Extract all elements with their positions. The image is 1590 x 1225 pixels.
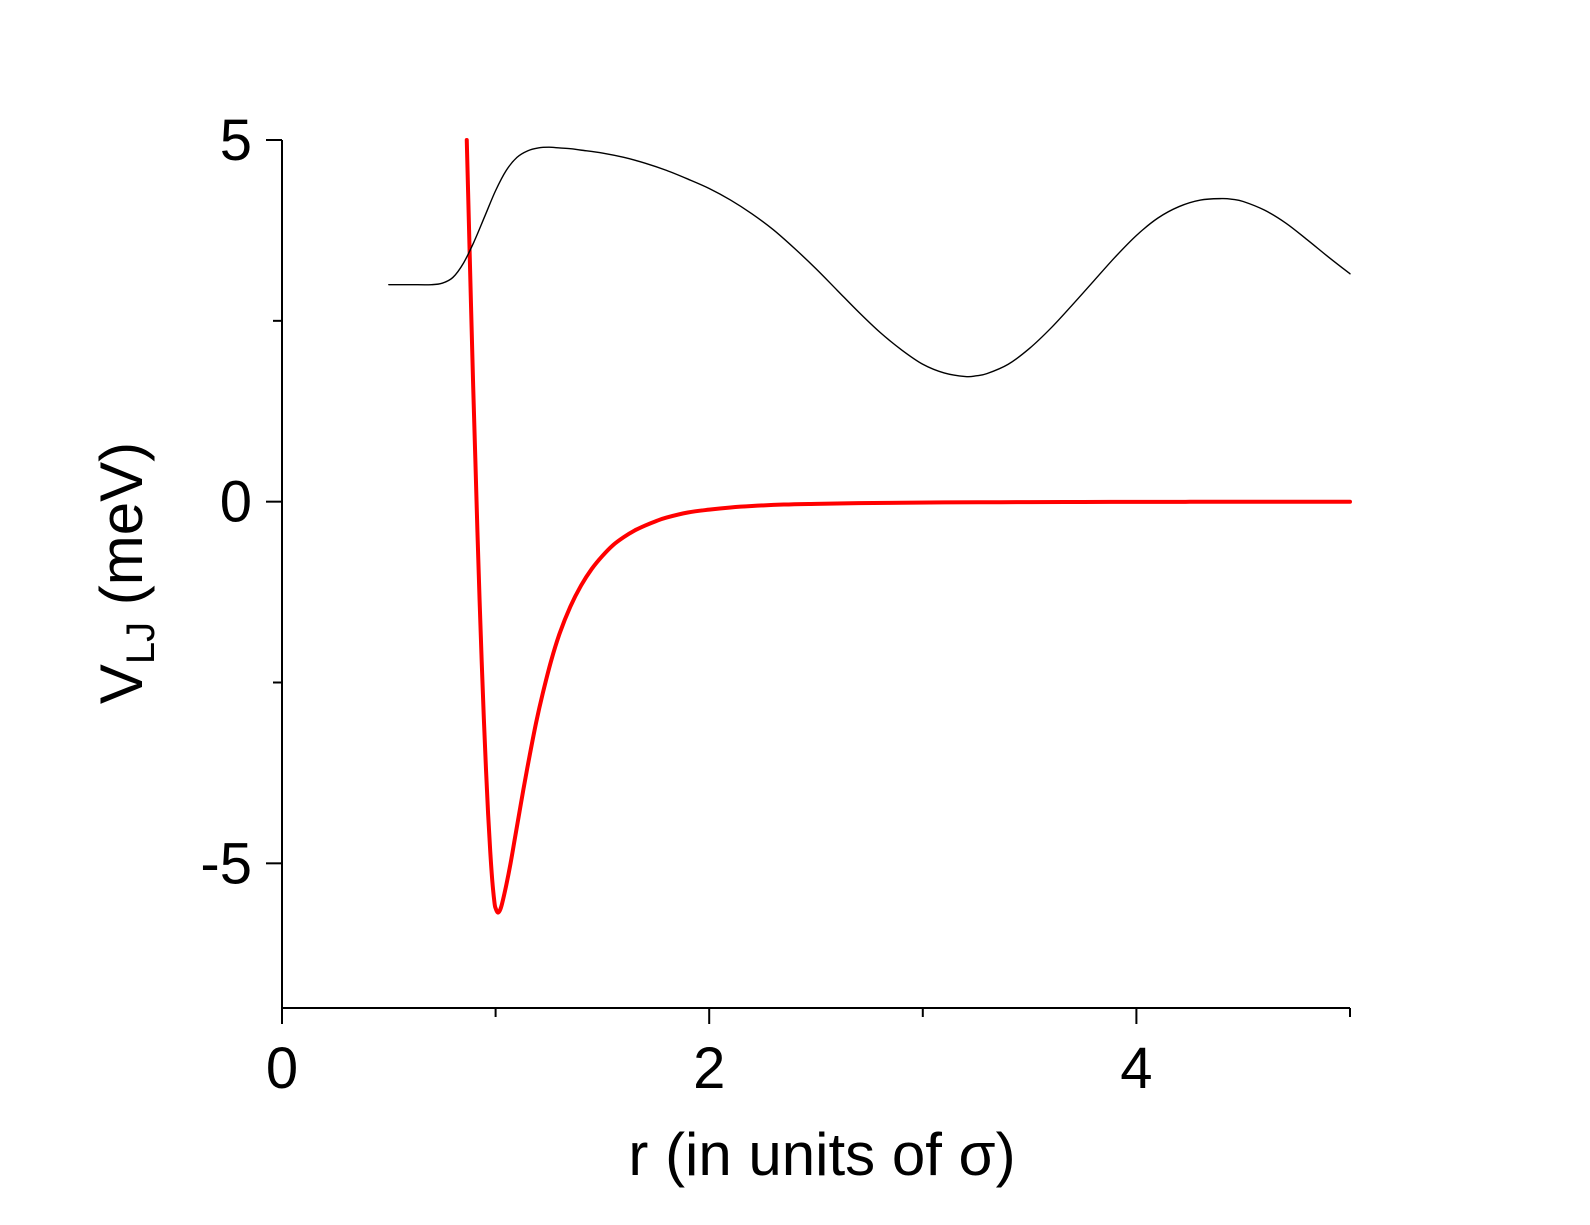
y-axis-title: VLJ (meV) bbox=[88, 442, 163, 704]
series-line-0 bbox=[464, 138, 1352, 915]
plot-curves bbox=[388, 138, 1352, 915]
ticks bbox=[266, 139, 1351, 1024]
x-tick-label-2: 4 bbox=[1120, 1036, 1152, 1101]
y-tick-label-2: 5 bbox=[220, 108, 252, 173]
x-tick-label-0: 0 bbox=[266, 1036, 298, 1101]
y-axis-title-rest: (meV) bbox=[88, 442, 155, 622]
y-axis-title-subscript: LJ bbox=[119, 622, 163, 664]
x-tick-label-1: 2 bbox=[693, 1036, 725, 1101]
x-axis-title: r (in units of σ) bbox=[628, 1121, 1015, 1188]
y-tick-label-1: 0 bbox=[220, 470, 252, 535]
axes bbox=[281, 140, 1350, 1009]
y-tick-label-0: -5 bbox=[200, 831, 252, 896]
y-axis-title-main: V bbox=[88, 664, 155, 704]
series-line-1 bbox=[388, 146, 1351, 378]
tick-labels: 0 2 4 -5 0 5 bbox=[200, 108, 1152, 1101]
